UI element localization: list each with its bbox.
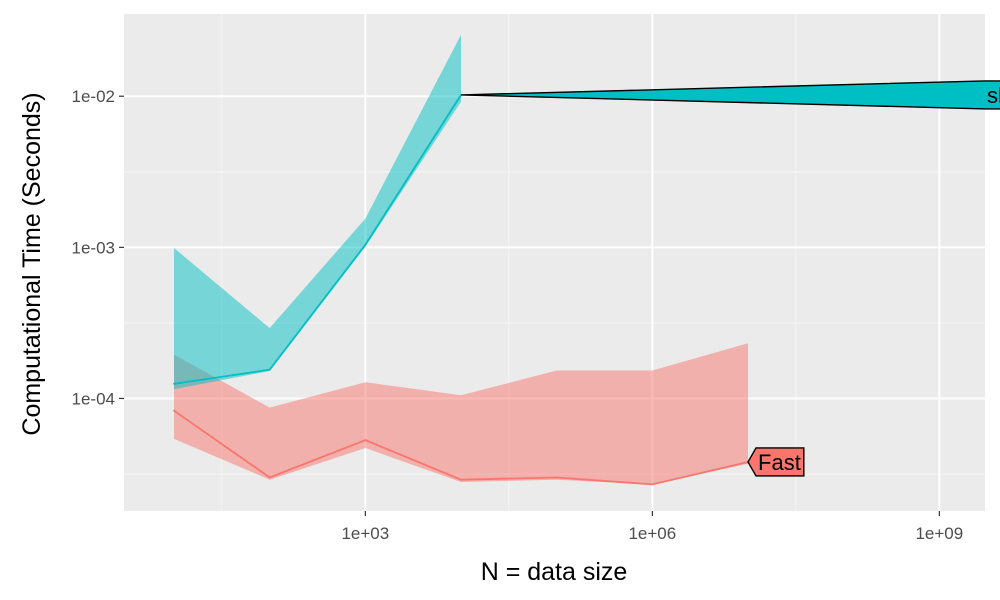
point-fast (460, 478, 462, 481)
direct-label-fast-box (747, 447, 805, 477)
band-slow (174, 34, 462, 390)
x-tick-label: 1e+03 (341, 524, 389, 543)
x-tick-label: 1e+06 (628, 524, 676, 543)
y-axis-title: Computational Time (Seconds) (18, 92, 46, 435)
point-fast (173, 409, 175, 412)
direct-label-slow-box (461, 80, 1000, 110)
direct-labels: slow Fast (461, 80, 1000, 477)
point-fast (555, 476, 558, 479)
point-fast (651, 483, 654, 486)
x-axis: 1e+03 1e+06 1e+09 (341, 511, 963, 543)
direct-label-fast-text: Fast (758, 450, 801, 475)
confidence-bands (174, 34, 749, 485)
band-fast (174, 343, 749, 485)
x-tick-label: 1e+09 (915, 524, 963, 543)
point-slow (268, 368, 271, 371)
point-slow (364, 243, 367, 246)
y-tick-label: 1e-04 (72, 389, 115, 408)
y-tick-label: 1e-02 (72, 87, 115, 106)
point-fast (364, 439, 367, 442)
line-slow (173, 94, 462, 385)
y-axis: 1e-04 1e-03 1e-02 (72, 87, 124, 408)
direct-label-slow-text: slow (987, 83, 1000, 108)
y-tick-label: 1e-03 (72, 238, 115, 257)
point-fast (268, 476, 271, 479)
x-axis-title: N = data size (481, 558, 628, 586)
point-slow (173, 382, 175, 385)
